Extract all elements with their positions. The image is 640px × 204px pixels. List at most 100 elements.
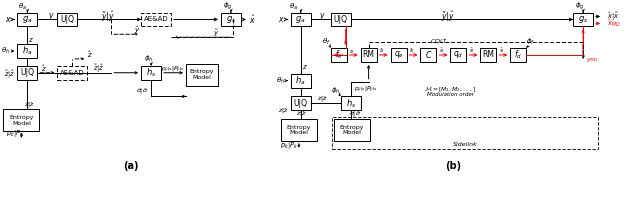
Bar (186, 64, 218, 85)
Text: $g_s$: $g_s$ (226, 14, 236, 25)
Text: $y_{MD}$: $y_{MD}$ (586, 56, 599, 64)
Bar (340, 96, 360, 110)
Text: $\bar{s}$: $\bar{s}$ (439, 47, 444, 55)
Text: $z$: $z$ (302, 63, 308, 71)
Text: $q_e$: $q_e$ (394, 50, 403, 60)
Text: $\tilde{\sigma}|\hat{\sigma}$: $\tilde{\sigma}|\hat{\sigma}$ (349, 109, 361, 119)
Text: $\tilde{y}|\hat{y}$: $\tilde{y}|\hat{y}$ (101, 9, 115, 24)
Text: $x$: $x$ (5, 15, 12, 24)
Text: $h_a$: $h_a$ (296, 74, 306, 87)
Text: $\hat{s}$: $\hat{s}$ (409, 47, 414, 55)
Bar (332, 117, 598, 149)
Text: (a): (a) (124, 161, 139, 171)
Text: AE&AD: AE&AD (144, 17, 168, 22)
Text: $g_a$: $g_a$ (296, 14, 306, 25)
Text: $\theta_a$: $\theta_a$ (289, 1, 298, 12)
Bar (481, 48, 497, 62)
Bar (451, 48, 467, 62)
Text: $\mathcal{M}=[M_1,M_2,...]$: $\mathcal{M}=[M_1,M_2,...]$ (424, 85, 476, 94)
Text: $CQI$↑: $CQI$↑ (430, 36, 447, 45)
Text: RM: RM (483, 50, 494, 60)
Text: $C$: $C$ (425, 50, 432, 60)
Bar (291, 74, 311, 88)
Text: $\tilde{z}|\hat{z}$: $\tilde{z}|\hat{z}$ (24, 100, 35, 110)
Text: U|Q: U|Q (294, 99, 308, 108)
Text: $\hat{x}$: $\hat{x}$ (250, 13, 256, 26)
Text: $y$: $y$ (48, 11, 54, 22)
Bar (17, 12, 37, 26)
Bar (58, 66, 87, 80)
Text: $\tilde{z}|\hat{z}$: $\tilde{z}|\hat{z}$ (4, 69, 15, 81)
Bar (510, 48, 526, 62)
Text: U|Q: U|Q (333, 15, 348, 24)
Text: $\hat{x}|\tilde{x}$: $\hat{x}|\tilde{x}$ (607, 10, 620, 23)
Bar (333, 119, 370, 141)
Text: U|Q: U|Q (60, 15, 74, 24)
Bar (3, 109, 39, 131)
Text: $h_a$: $h_a$ (22, 45, 33, 57)
Text: $h_s$: $h_s$ (146, 67, 156, 79)
Bar (141, 66, 161, 80)
Text: $g_s$: $g_s$ (578, 14, 588, 25)
Text: $\theta_h$: $\theta_h$ (1, 46, 10, 56)
Text: U|Q: U|Q (20, 68, 35, 77)
Text: $f_e$: $f_e$ (335, 49, 342, 61)
Text: $x$: $x$ (278, 15, 285, 24)
Text: Entropy
Model: Entropy Model (189, 69, 214, 80)
Text: $p_k|P_k$: $p_k|P_k$ (6, 129, 24, 139)
Text: $\tilde{y}|\hat{y}$: $\tilde{y}|\hat{y}$ (442, 9, 455, 24)
Text: $\phi_h$: $\phi_h$ (145, 54, 154, 64)
Text: $p_{\hat{y}|s}|P_{\hat{y}|s}$: $p_{\hat{y}|s}|P_{\hat{y}|s}$ (354, 85, 378, 94)
Text: $\tilde{z}|\hat{z}$: $\tilde{z}|\hat{z}$ (278, 106, 289, 116)
Bar (420, 48, 436, 62)
Bar (17, 44, 37, 58)
Text: $\phi_f$: $\phi_f$ (526, 37, 534, 47)
Text: Entropy
Model: Entropy Model (339, 125, 364, 135)
Bar (360, 48, 376, 62)
Text: Sidelink: Sidelink (452, 142, 477, 147)
Text: $\phi_g$: $\phi_g$ (575, 1, 585, 12)
Text: $s$: $s$ (349, 48, 354, 54)
Text: RM: RM (363, 50, 374, 60)
Text: $\phi_h$: $\phi_h$ (331, 85, 340, 96)
Text: $\hat{y}$: $\hat{y}$ (134, 25, 140, 36)
Text: $h_s$: $h_s$ (346, 97, 356, 110)
Text: (b): (b) (445, 161, 461, 171)
Bar (291, 12, 311, 26)
Text: Entropy
Model: Entropy Model (287, 125, 311, 135)
Text: $\theta_h$: $\theta_h$ (276, 75, 285, 86)
Text: Entropy
Model: Entropy Model (9, 115, 34, 125)
Bar (291, 96, 311, 110)
Bar (17, 66, 37, 80)
Bar (390, 48, 406, 62)
Bar (573, 12, 593, 26)
Text: $\tilde{z}|\hat{z}$: $\tilde{z}|\hat{z}$ (317, 94, 328, 104)
Text: $\tilde{z}|\hat{z}$: $\tilde{z}|\hat{z}$ (93, 63, 104, 75)
Bar (331, 12, 351, 26)
Text: $f_d$: $f_d$ (514, 49, 522, 61)
Text: $y$: $y$ (319, 11, 326, 22)
Text: $\theta_f$: $\theta_f$ (323, 37, 331, 47)
Text: $\phi_g$: $\phi_g$ (223, 1, 233, 12)
Text: $p_{\hat{y}|s}|P_{\hat{y}|s}$: $p_{\hat{y}|s}|P_{\hat{y}|s}$ (161, 64, 185, 74)
Text: $\bar{s}$: $\bar{s}$ (499, 47, 504, 55)
Text: AE&AD: AE&AD (60, 70, 84, 76)
Text: $\tilde{z}|\hat{z}$: $\tilde{z}|\hat{z}$ (296, 109, 307, 119)
Text: $\hat{s}$: $\hat{s}$ (379, 47, 384, 55)
Text: $g_a$: $g_a$ (22, 14, 33, 25)
Bar (281, 119, 317, 141)
Text: $\hat{x}_{MD}$: $\hat{x}_{MD}$ (607, 18, 621, 29)
Text: $q_d$: $q_d$ (453, 50, 463, 60)
Text: $\tilde{\sigma}|\hat{\sigma}$: $\tilde{\sigma}|\hat{\sigma}$ (136, 87, 148, 96)
Text: $\theta_a$: $\theta_a$ (18, 1, 27, 12)
Text: $\hat{z}$: $\hat{z}$ (87, 50, 93, 60)
Bar (221, 12, 241, 26)
Bar (58, 12, 77, 26)
Text: $\tilde{y}$: $\tilde{y}$ (212, 28, 219, 39)
Bar (141, 12, 171, 26)
Text: $z$: $z$ (28, 36, 35, 44)
Text: $p_k|P_k$: $p_k|P_k$ (280, 140, 298, 151)
Text: Modulation order: Modulation order (427, 92, 474, 97)
Text: $\bar{s}$: $\bar{s}$ (469, 47, 474, 55)
Bar (331, 48, 347, 62)
